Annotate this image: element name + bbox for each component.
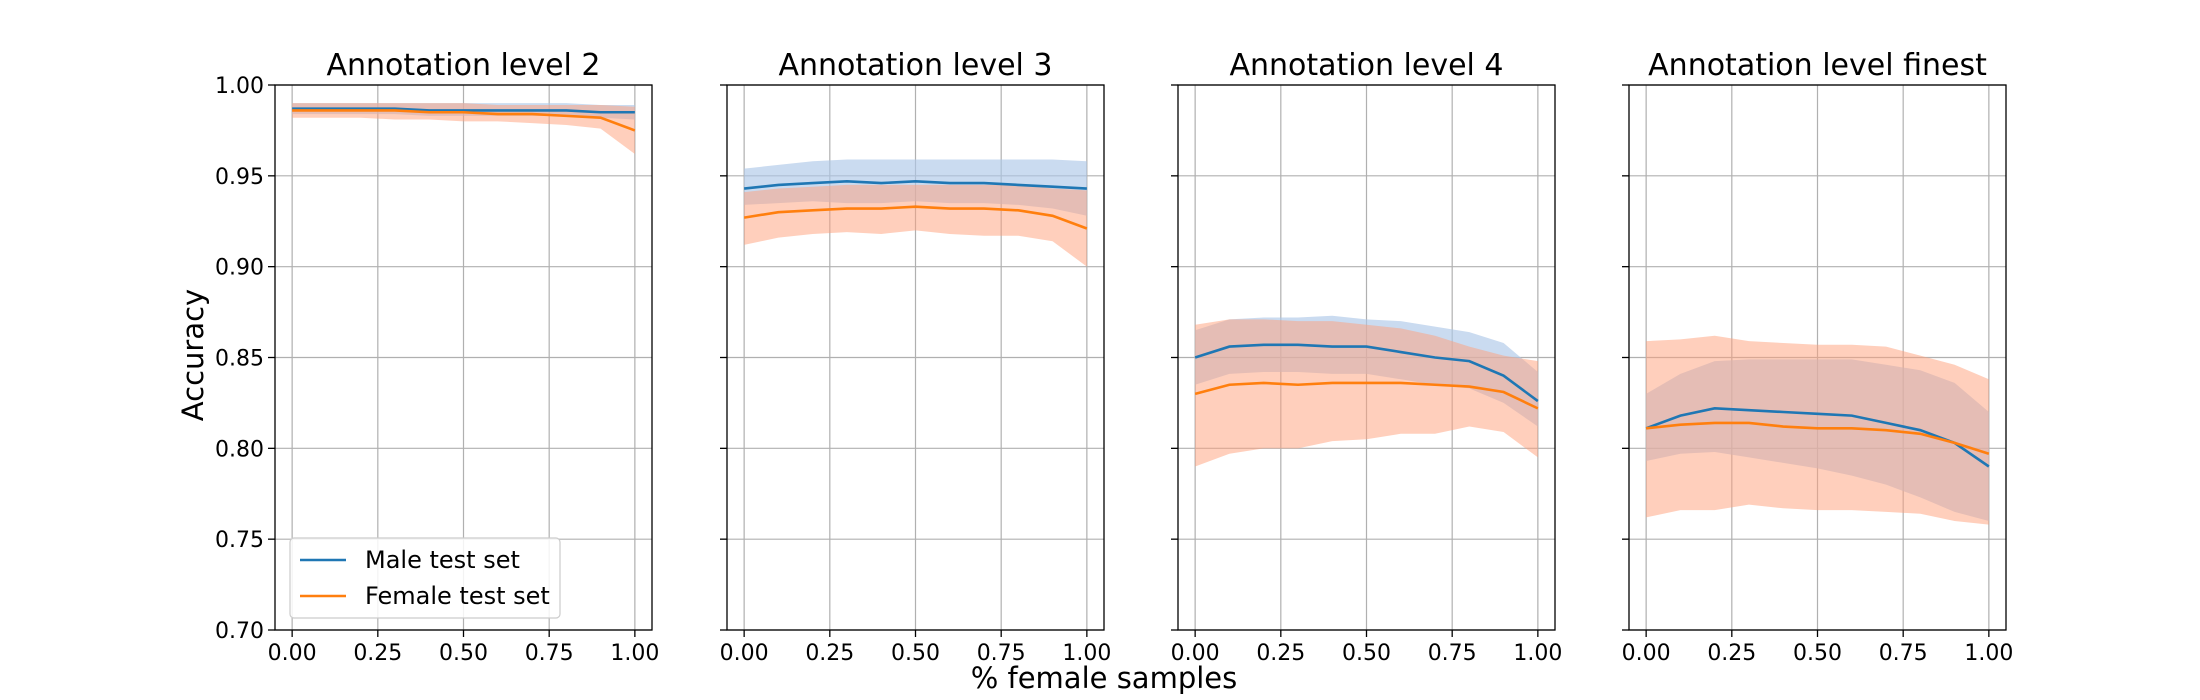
- y-tick-label: 0.85: [215, 347, 264, 372]
- x-tick-label: 1.00: [1513, 641, 1562, 666]
- panel-title: Annotation level finest: [1648, 48, 1987, 83]
- x-tick-label: 0.00: [1171, 641, 1220, 666]
- y-tick-label: 0.75: [215, 528, 264, 553]
- panel-1: 0.00 0.25 0.50 0.75 1.00 0.70 0.75 0.80 0.85 0.90…: [215, 48, 659, 666]
- x-tick-label: 0.75: [1879, 641, 1928, 666]
- female-confidence-band: [744, 184, 1087, 267]
- x-tick-label: 0.00: [268, 641, 317, 666]
- panel-2: 0.00 0.25 0.50 0.75 1.00 Annotation level 3: [720, 48, 1112, 666]
- x-tick-label: 0.75: [977, 641, 1026, 666]
- legend: Male test set Female test set: [289, 537, 561, 619]
- x-tick-label: 0.75: [1428, 641, 1477, 666]
- female-confidence-band: [1195, 319, 1538, 467]
- female-confidence-band: [1646, 335, 1989, 525]
- y-tick-label: 0.80: [215, 437, 264, 462]
- x-tick-label: 0.75: [525, 641, 574, 666]
- x-tick-label: 0.25: [353, 641, 402, 666]
- x-tick-label: 1.00: [610, 641, 659, 666]
- panel-title: Annotation level 2: [326, 48, 600, 83]
- y-tick-label: 0.90: [215, 256, 264, 281]
- legend-label: Female test set: [365, 582, 550, 610]
- x-tick-label: 0.00: [720, 641, 769, 666]
- x-tick-label: 0.50: [439, 641, 488, 666]
- panel-3: 0.00 0.25 0.50 0.75 1.00 Annotation level 4: [1171, 48, 1563, 666]
- x-tick-label: 0.25: [1256, 641, 1305, 666]
- panels: 0.00 0.25 0.50 0.75 1.00 0.70 0.75 0.80 0.85 0.90…: [215, 48, 2013, 666]
- y-tick-label: 0.95: [215, 165, 264, 190]
- legend-label: Male test set: [365, 546, 520, 574]
- x-tick-label: 1.00: [1062, 641, 1111, 666]
- x-axis-label: % female samples: [971, 661, 1238, 695]
- y-tick-label: 1.00: [215, 74, 264, 99]
- x-tick-label: 0.25: [805, 641, 854, 666]
- legend-box: [289, 537, 561, 619]
- panel-4: 0.00 0.25 0.50 0.75 1.00 Annotation level fin…: [1622, 48, 2014, 666]
- y-axis-label: Accuracy: [176, 289, 210, 421]
- y-tick-label: 0.70: [215, 619, 264, 644]
- x-tick-label: 0.50: [891, 641, 940, 666]
- x-tick-label: 0.25: [1707, 641, 1756, 666]
- panel-title: Annotation level 3: [778, 48, 1052, 83]
- x-tick-label: 1.00: [1964, 641, 2013, 666]
- x-tick-label: 0.50: [1793, 641, 1842, 666]
- x-tick-label: 0.50: [1342, 641, 1391, 666]
- x-tick-label: 0.00: [1622, 641, 1671, 666]
- panel-title: Annotation level 4: [1229, 48, 1503, 83]
